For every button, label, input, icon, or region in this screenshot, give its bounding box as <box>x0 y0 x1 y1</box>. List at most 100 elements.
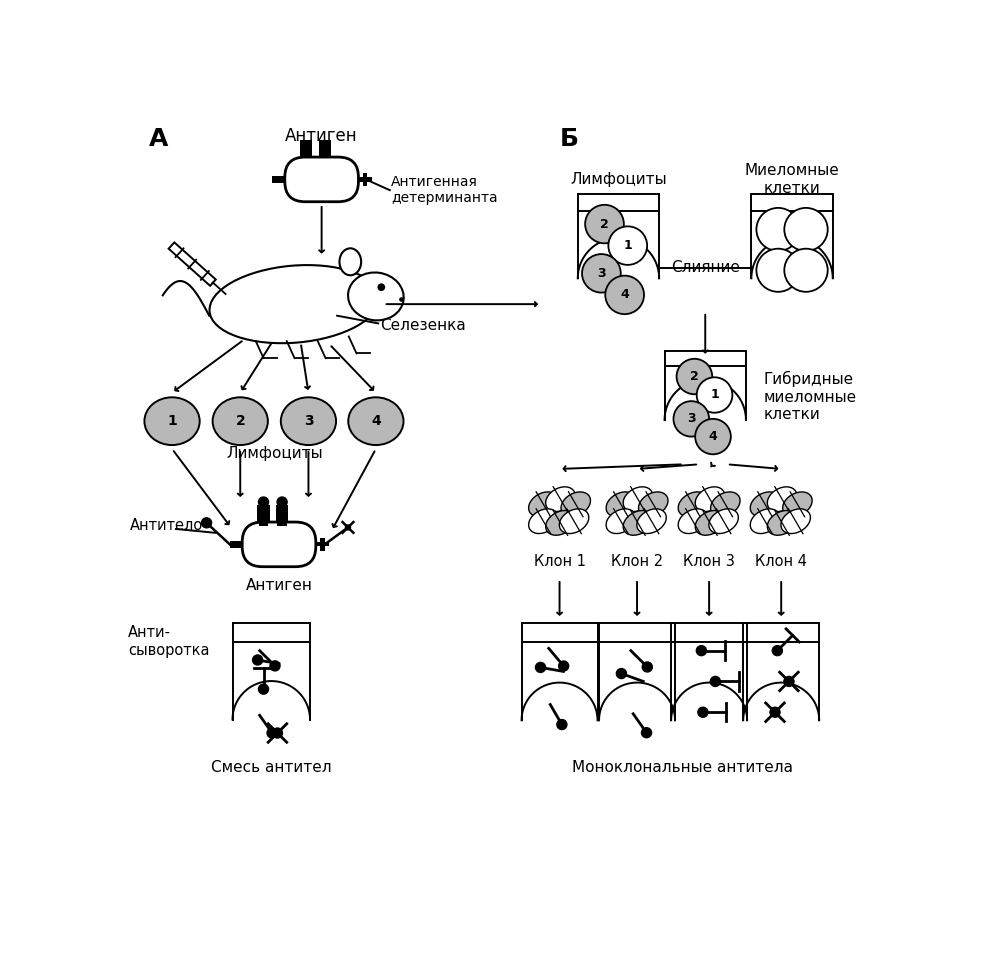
Bar <box>315 542 329 547</box>
Bar <box>276 505 289 522</box>
Circle shape <box>677 358 712 394</box>
Ellipse shape <box>750 492 780 516</box>
Circle shape <box>642 662 653 672</box>
Circle shape <box>773 645 783 656</box>
Text: Лимфоциты: Лимфоциты <box>570 172 667 187</box>
Circle shape <box>785 249 827 292</box>
Text: 3: 3 <box>597 267 606 280</box>
Text: 3: 3 <box>304 414 313 428</box>
Circle shape <box>695 419 731 454</box>
Ellipse shape <box>768 511 797 535</box>
Text: 1: 1 <box>168 414 177 428</box>
Ellipse shape <box>710 492 740 516</box>
Ellipse shape <box>637 509 667 533</box>
Bar <box>363 173 367 186</box>
Text: 4: 4 <box>371 414 381 428</box>
Ellipse shape <box>145 398 199 445</box>
Circle shape <box>582 254 621 293</box>
Circle shape <box>698 707 708 717</box>
Circle shape <box>558 661 568 671</box>
Ellipse shape <box>606 509 636 533</box>
Ellipse shape <box>546 487 575 511</box>
FancyBboxPatch shape <box>285 157 358 202</box>
Text: А: А <box>149 126 169 151</box>
Bar <box>278 522 287 526</box>
Bar <box>273 176 285 180</box>
Circle shape <box>710 677 720 686</box>
Circle shape <box>616 668 626 679</box>
Text: 4: 4 <box>620 289 629 301</box>
Circle shape <box>605 275 644 315</box>
Ellipse shape <box>783 492 812 516</box>
Ellipse shape <box>281 398 336 445</box>
Circle shape <box>608 227 647 265</box>
Ellipse shape <box>348 272 404 320</box>
Ellipse shape <box>546 511 575 535</box>
Ellipse shape <box>695 511 725 535</box>
Text: Анти-
сыворотка: Анти- сыворотка <box>128 625 209 658</box>
Ellipse shape <box>768 487 797 511</box>
Circle shape <box>270 661 280 671</box>
Circle shape <box>273 728 283 738</box>
Text: Антитело: Антитело <box>130 518 203 533</box>
Bar <box>300 141 312 157</box>
Text: 2: 2 <box>235 414 245 428</box>
Circle shape <box>201 518 211 528</box>
Text: Клон 2: Клон 2 <box>611 554 663 569</box>
Circle shape <box>757 249 800 292</box>
Text: Слияние: Слияние <box>671 260 740 275</box>
Bar <box>273 179 285 183</box>
Ellipse shape <box>559 509 589 533</box>
FancyBboxPatch shape <box>242 522 315 567</box>
Text: Клон 1: Клон 1 <box>534 554 585 569</box>
Circle shape <box>674 402 709 437</box>
Text: 1: 1 <box>623 239 632 252</box>
Bar <box>230 541 242 545</box>
Ellipse shape <box>348 398 404 445</box>
Text: Селезенка: Селезенка <box>380 318 465 334</box>
Ellipse shape <box>781 509 810 533</box>
Ellipse shape <box>606 492 636 516</box>
Circle shape <box>267 728 277 738</box>
Text: Антиген: Антиген <box>246 578 312 594</box>
Circle shape <box>259 497 269 507</box>
Circle shape <box>253 655 263 665</box>
Ellipse shape <box>639 492 668 516</box>
Bar <box>318 141 331 157</box>
Circle shape <box>642 728 652 738</box>
Ellipse shape <box>339 249 361 275</box>
Text: Смесь антител: Смесь антител <box>211 760 331 775</box>
Text: Моноклональные антитела: Моноклональные антитела <box>571 760 793 775</box>
Text: 4: 4 <box>708 430 717 443</box>
Text: Миеломные
клетки: Миеломные клетки <box>745 163 839 196</box>
Ellipse shape <box>750 509 780 533</box>
Ellipse shape <box>679 492 707 516</box>
Bar <box>320 538 324 551</box>
Ellipse shape <box>679 509 707 533</box>
Circle shape <box>399 297 404 302</box>
Text: Антиген: Антиген <box>286 127 358 145</box>
Circle shape <box>696 645 706 656</box>
Circle shape <box>585 205 624 244</box>
Ellipse shape <box>623 487 653 511</box>
FancyBboxPatch shape <box>169 243 216 286</box>
Circle shape <box>785 207 827 251</box>
Text: 2: 2 <box>690 370 698 383</box>
Ellipse shape <box>561 492 590 516</box>
Bar <box>358 177 372 182</box>
Ellipse shape <box>695 487 725 511</box>
Circle shape <box>557 720 566 729</box>
Text: Клон 4: Клон 4 <box>755 554 807 569</box>
Ellipse shape <box>529 492 558 516</box>
Text: Гибридные
миеломные
клетки: Гибридные миеломные клетки <box>764 371 856 422</box>
Circle shape <box>784 677 794 686</box>
Text: Лимфоциты: Лимфоциты <box>227 446 323 461</box>
Ellipse shape <box>209 265 380 343</box>
Circle shape <box>377 283 385 291</box>
Ellipse shape <box>529 509 558 533</box>
Circle shape <box>277 497 287 507</box>
Circle shape <box>259 684 269 694</box>
Text: 3: 3 <box>687 412 695 425</box>
Ellipse shape <box>212 398 268 445</box>
Circle shape <box>696 378 732 413</box>
